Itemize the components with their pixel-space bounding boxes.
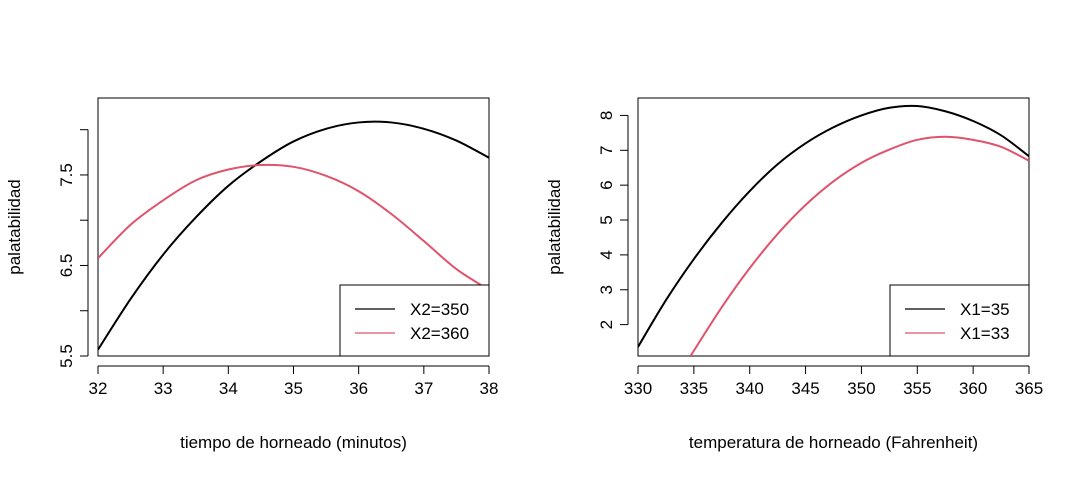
x-tick-label: 34	[219, 379, 238, 398]
series-line-1	[98, 120, 489, 351]
x-tick-label: 350	[847, 379, 875, 398]
x-tick-label: 330	[624, 379, 652, 398]
series-line-1	[638, 104, 1029, 348]
y-tick-label: 6.5	[57, 254, 76, 278]
y-tick-label: 7	[597, 146, 616, 155]
y-tick-label: 5	[597, 215, 616, 224]
x-tick-label: 355	[903, 379, 931, 398]
chart-panel-2: 330 335 340 345 350 355 360 3652345678temperatu…	[545, 97, 1043, 452]
x-tick-label: 340	[736, 379, 764, 398]
x-tick-label: 33	[154, 379, 173, 398]
x-tick-label: 365	[1015, 379, 1043, 398]
legend-label: X2=360	[410, 324, 469, 343]
legend: X2=350 X2=360	[339, 284, 490, 357]
y-tick-label: 6	[597, 180, 616, 189]
legend-label: X1=33	[960, 324, 1010, 343]
legend: X1=35 X1=33	[889, 284, 1030, 357]
y-axis-title: palatabilidad	[545, 179, 564, 274]
y-tick-label: 7.5	[57, 163, 76, 187]
plot-frame	[637, 97, 1030, 357]
x-tick-label: 38	[480, 379, 499, 398]
x-axis-title: temperatura de horneado (Fahrenheit)	[689, 433, 978, 452]
legend-label: X2=350	[410, 300, 469, 319]
x-tick-label: 360	[959, 379, 987, 398]
y-tick-label: 3	[597, 285, 616, 294]
x-tick-label: 35	[284, 379, 303, 398]
x-tick-label: 36	[349, 379, 368, 398]
x-tick-label: 345	[791, 379, 819, 398]
chart-panel-1: 32 33 34 35 36 37 38 5.5 6.5 7.5 tiempo de hornead…	[5, 97, 499, 452]
series-line-2	[689, 135, 1029, 356]
y-tick-label: 5.5	[57, 344, 76, 368]
x-axis-title: tiempo de horneado (minutos)	[180, 433, 407, 452]
legend-box	[339, 284, 490, 357]
x-tick-label: 32	[89, 379, 108, 398]
y-tick-label: 2	[597, 320, 616, 329]
x-tick-label: 335	[680, 379, 708, 398]
legend-label: X1=35	[960, 300, 1010, 319]
y-axis-title: palatabilidad	[5, 179, 24, 274]
plot-frame	[97, 97, 490, 357]
y-tick-label: 8	[597, 111, 616, 120]
x-tick-label: 37	[414, 379, 433, 398]
legend-box	[889, 284, 1030, 357]
y-tick-label: 4	[597, 250, 616, 259]
series-line-2	[98, 163, 489, 291]
